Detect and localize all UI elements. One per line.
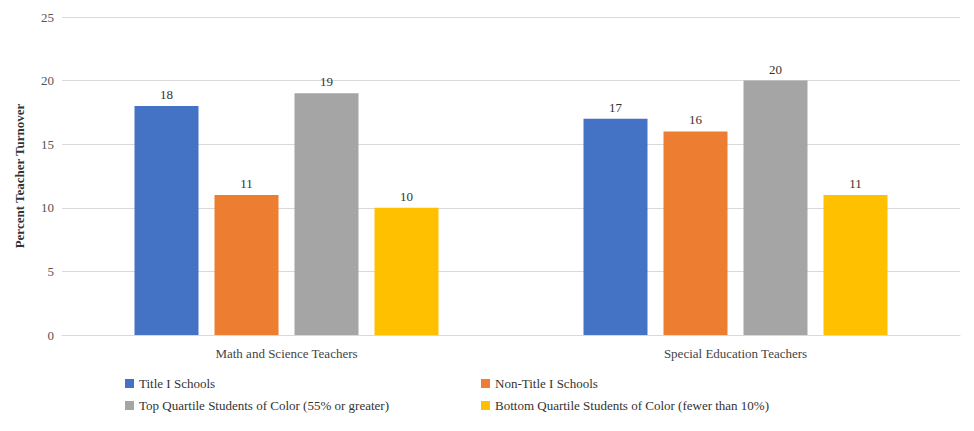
svg-text:5: 5: [48, 264, 55, 279]
svg-text:18: 18: [160, 87, 173, 102]
svg-text:Special Education Teachers: Special Education Teachers: [664, 346, 807, 361]
svg-text:20: 20: [769, 62, 782, 77]
svg-text:16: 16: [689, 112, 703, 127]
svg-text:17: 17: [609, 100, 623, 115]
svg-text:Top Quartile Students of Color: Top Quartile Students of Color (55% or g…: [139, 398, 389, 413]
svg-text:Percent Teacher Turnover: Percent Teacher Turnover: [12, 103, 27, 248]
svg-text:Title I Schools: Title I Schools: [139, 376, 215, 391]
svg-text:Bottom Quartile Students of Co: Bottom Quartile Students of Color (fewer…: [495, 398, 769, 413]
svg-text:Math and Science Teachers: Math and Science Teachers: [215, 346, 357, 361]
svg-text:10: 10: [400, 189, 413, 204]
svg-text:11: 11: [240, 176, 253, 191]
svg-text:Non-Title I Schools: Non-Title I Schools: [495, 376, 598, 391]
svg-text:10: 10: [41, 200, 54, 215]
svg-text:25: 25: [41, 10, 54, 25]
svg-text:19: 19: [320, 74, 333, 89]
svg-text:20: 20: [41, 73, 54, 88]
svg-text:0: 0: [48, 328, 55, 343]
svg-text:11: 11: [849, 176, 862, 191]
svg-text:15: 15: [41, 137, 54, 152]
